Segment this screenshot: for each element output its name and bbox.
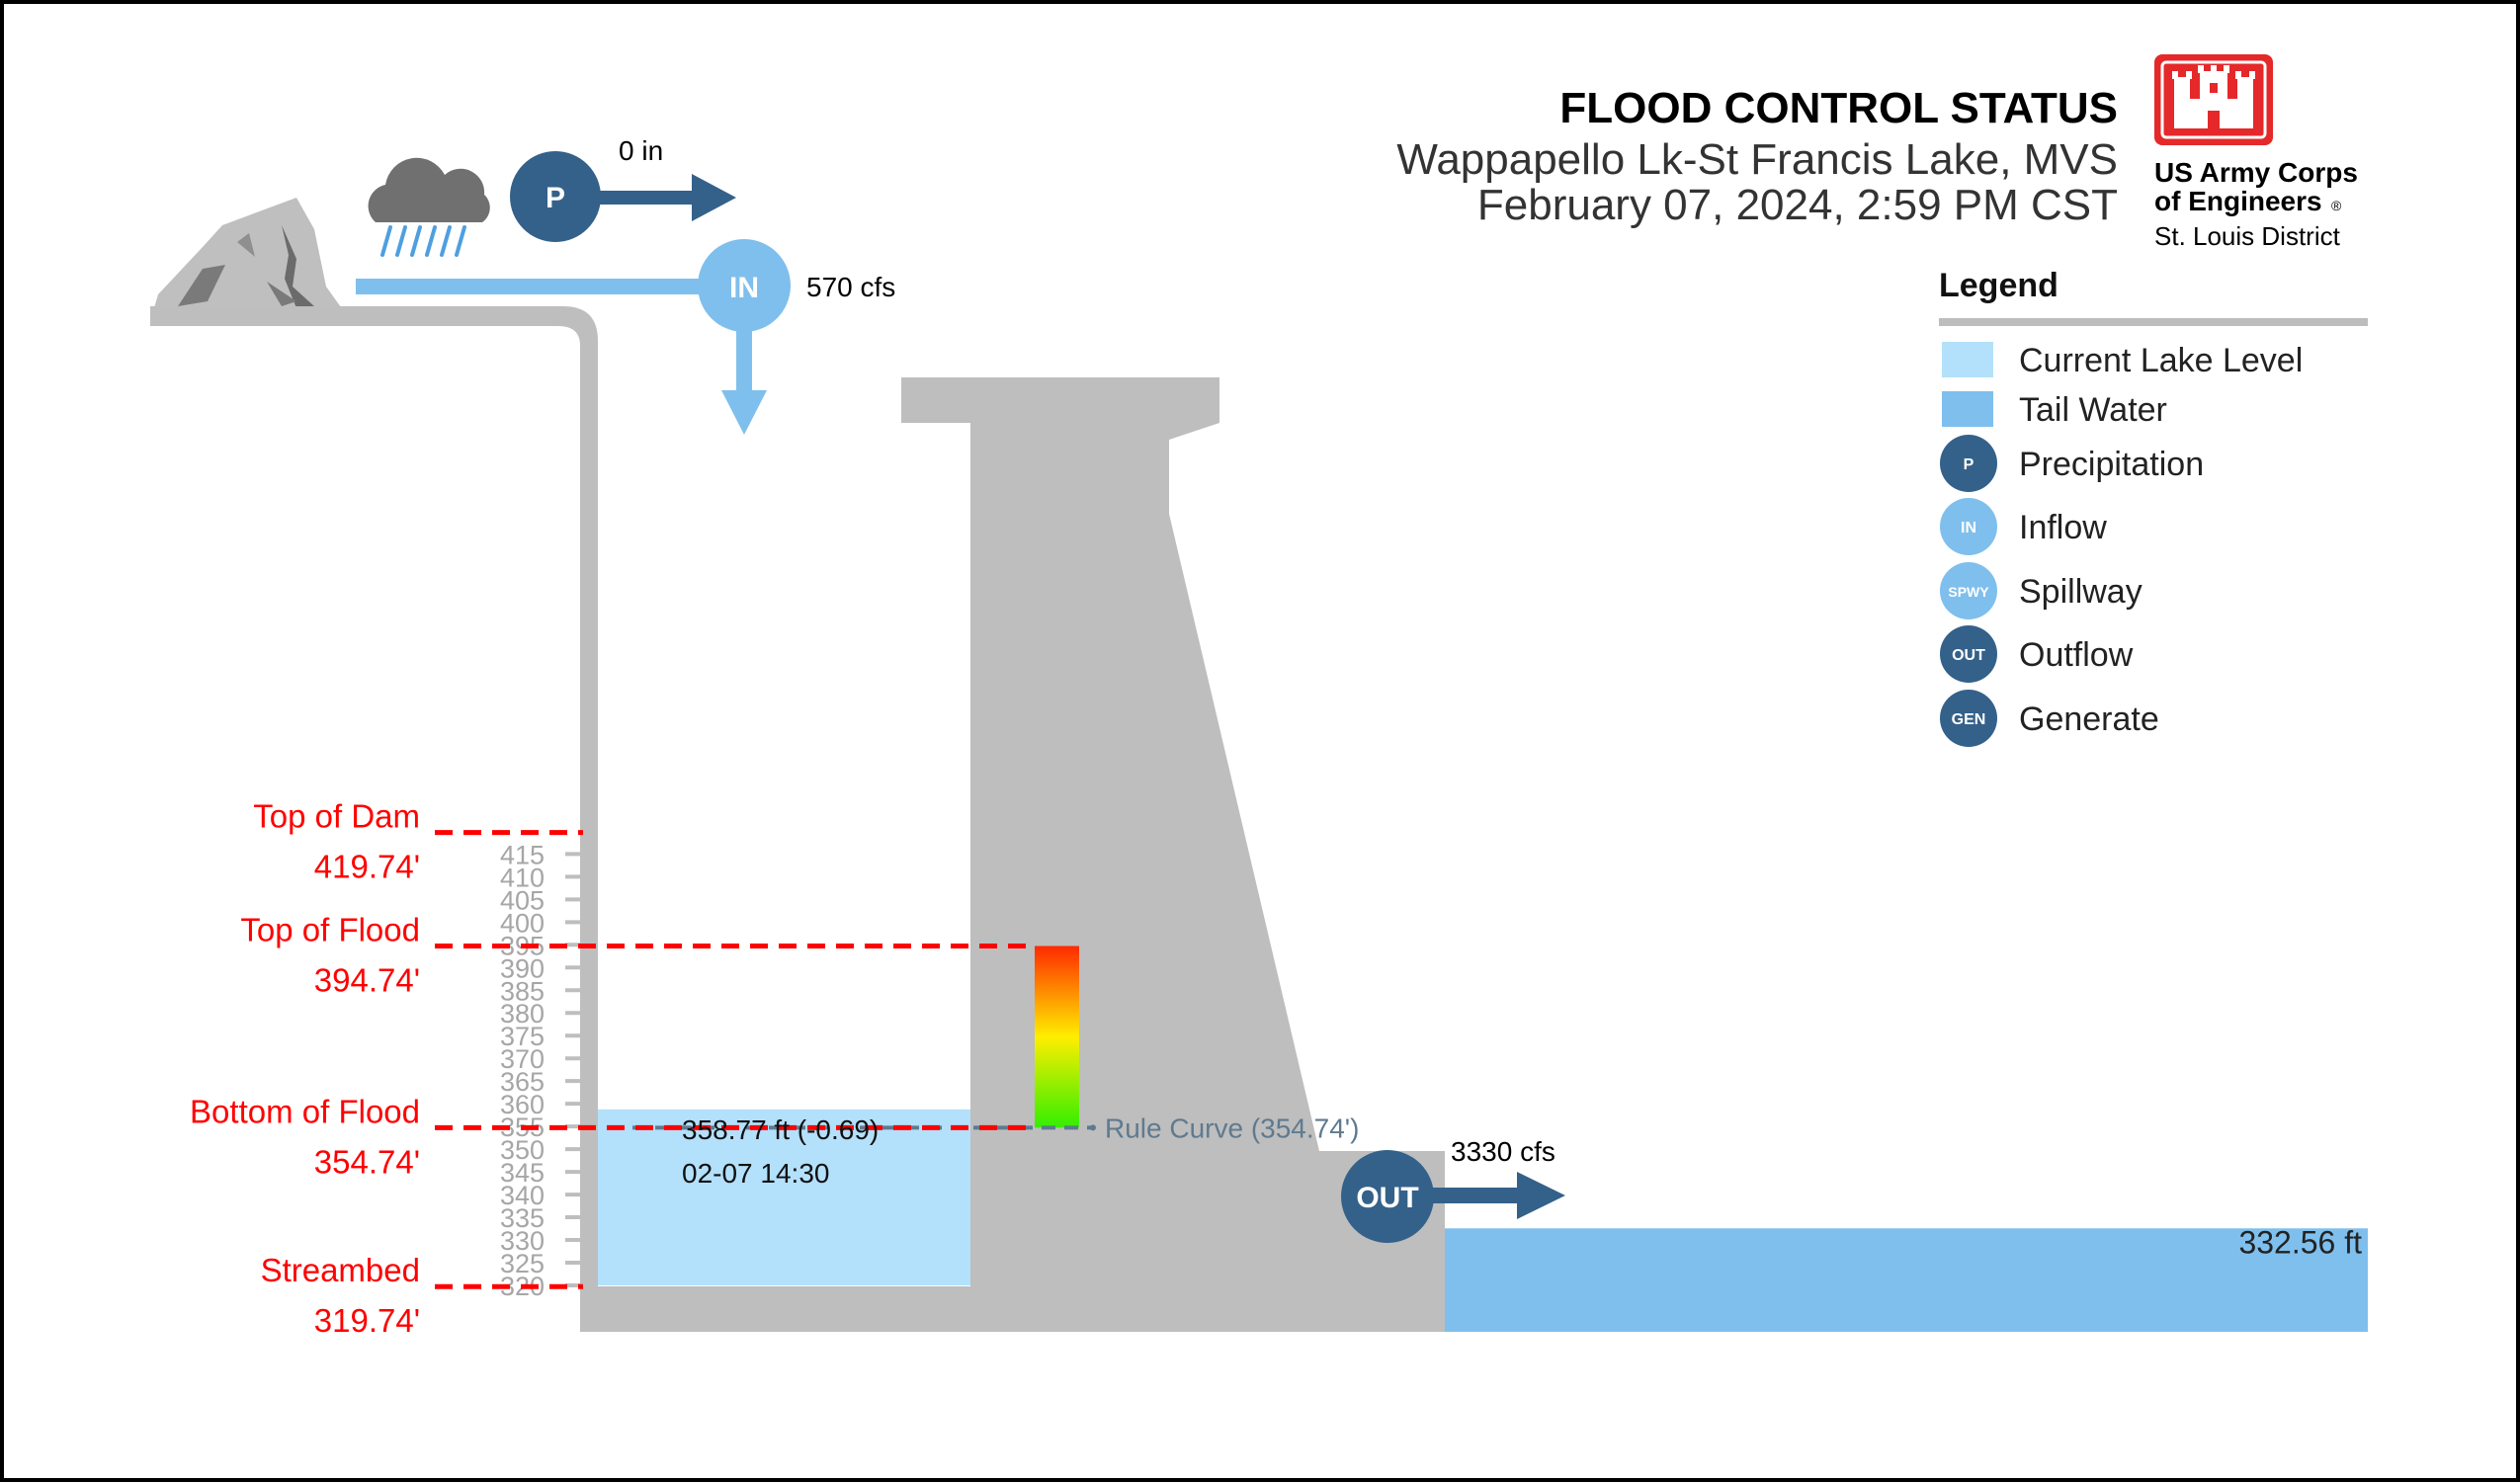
elevation-axis: 3203253303353403453503553603653703753803… [500, 840, 583, 1301]
legend-item-label: Generate [2019, 700, 2159, 738]
logo-line-3: St. Louis District [2154, 221, 2341, 251]
precipitation-circle [510, 151, 601, 242]
legend-symbol-code: SPWY [1948, 584, 1989, 600]
report-datetime: February 07, 2024, 2:59 PM CST [1477, 181, 2118, 229]
inflow-circle [698, 239, 791, 332]
legend-symbol-code: P [1964, 456, 1974, 473]
logo-registered-mark: ® [2331, 198, 2342, 213]
inflow-arrow-shaft [736, 316, 752, 395]
legend-item-label: Outflow [2019, 636, 2134, 674]
limit-lines: Top of Dam 419.74' Top of Flood 394.74' Bott… [190, 798, 1035, 1339]
current-lake-level [598, 1109, 970, 1285]
dam-structure [580, 377, 1445, 1332]
outflow-arrow-head [1517, 1172, 1565, 1219]
outflow-arrow-shaft [1413, 1188, 1522, 1203]
tailwater-value: 332.56 ft [2238, 1224, 2362, 1260]
axis-tick-label: 325 [500, 1249, 545, 1278]
logo-line-2: of Engineers [2154, 186, 2322, 216]
tail-water [1445, 1228, 2368, 1332]
legend-symbol [1940, 690, 1997, 747]
legend-symbol [1940, 435, 1997, 492]
limit-value: 319.74' [314, 1302, 420, 1339]
rule-curve-marker [1090, 1124, 1096, 1131]
axis-tick-label: 350 [500, 1135, 545, 1165]
page-title: FLOOD CONTROL STATUS [1559, 84, 2118, 132]
legend-symbol [1940, 498, 1997, 555]
legend-item-label: Tail Water [2019, 391, 2167, 429]
legend-title: Legend [1939, 267, 2058, 304]
precipitation-arrow-shaft [573, 191, 697, 205]
legend-symbol-code: GEN [1952, 711, 1986, 728]
legend-items: Current Lake Level Tail Water P Precipitati… [1940, 342, 2303, 747]
mountain-icon [150, 198, 356, 321]
limit-value: 354.74' [314, 1143, 420, 1180]
limit-name: Bottom of Flood [190, 1093, 420, 1129]
legend-symbol [1940, 562, 1997, 619]
axis-tick-label: 345 [500, 1158, 545, 1188]
limit-name: Streambed [261, 1252, 420, 1288]
usace-logo: US Army Corps of Engineers ® St. Louis D… [2154, 54, 2358, 251]
outflow-indicator: OUT 3330 cfs [1341, 1136, 1565, 1243]
lake-reading-time: 02-07 14:30 [682, 1158, 829, 1189]
axis-tick-label: 415 [500, 840, 545, 869]
axis-tick-label: 380 [500, 999, 545, 1029]
axis-tick-label: 340 [500, 1181, 545, 1210]
inflow-pipe [356, 279, 712, 294]
limit-name: Top of Dam [253, 798, 420, 835]
project-name: Wappapello Lk-St Francis Lake, MVS [1396, 135, 2118, 184]
axis-tick-label: 385 [500, 976, 545, 1006]
legend-item-label: Current Lake Level [2019, 342, 2303, 379]
precipitation-indicator: P 0 in [510, 135, 736, 242]
limit-name: Top of Flood [240, 911, 420, 947]
axis-tick-label: 405 [500, 885, 545, 915]
legend-symbol [1940, 625, 1997, 683]
legend-symbol-code: OUT [1952, 647, 1985, 664]
inflow-arrow-head [721, 390, 767, 435]
legend-symbol-code: IN [1961, 520, 1976, 536]
rule-curve-label: Rule Curve (354.74') [1105, 1112, 1359, 1143]
flood-pool-gauge [1035, 946, 1079, 1128]
outflow-code: OUT [1356, 1182, 1418, 1214]
outflow-circle [1341, 1150, 1434, 1243]
inflow-value: 570 cfs [806, 272, 895, 302]
inflow-code: IN [729, 272, 759, 304]
legend-item-label: Precipitation [2019, 446, 2204, 483]
axis-tick-label: 330 [500, 1226, 545, 1256]
axis-tick-label: 335 [500, 1203, 545, 1233]
precipitation-arrow-head [692, 174, 736, 221]
logo-line-1: US Army Corps [2154, 157, 2358, 188]
limit-value: 419.74' [314, 849, 420, 885]
legend: Legend Current Lake Level Tail Water P Prec… [1939, 267, 2368, 747]
legend-item-label: Spillway [2019, 573, 2142, 611]
legend-item-label: Inflow [2019, 509, 2107, 546]
axis-tick-label: 360 [500, 1090, 545, 1119]
precipitation-code: P [546, 182, 565, 214]
axis-tick-label: 400 [500, 908, 545, 938]
rain-cloud-icon [368, 157, 490, 257]
axis-tick-label: 390 [500, 953, 545, 983]
axis-tick-label: 410 [500, 863, 545, 892]
castle-icon [2172, 65, 2255, 128]
lake-elevation-reading: 358.77 ft (-0.69) [682, 1114, 879, 1145]
legend-swatch [1942, 342, 1993, 377]
outflow-value: 3330 cfs [1451, 1136, 1555, 1167]
precipitation-value: 0 in [619, 135, 663, 166]
legend-divider [1939, 318, 2368, 326]
axis-tick-label: 375 [500, 1022, 545, 1051]
axis-tick-label: 365 [500, 1067, 545, 1097]
limit-value: 394.74' [314, 961, 420, 998]
axis-tick-label: 370 [500, 1044, 545, 1074]
legend-swatch [1942, 391, 1993, 427]
inflow-indicator: IN 570 cfs [356, 239, 895, 435]
